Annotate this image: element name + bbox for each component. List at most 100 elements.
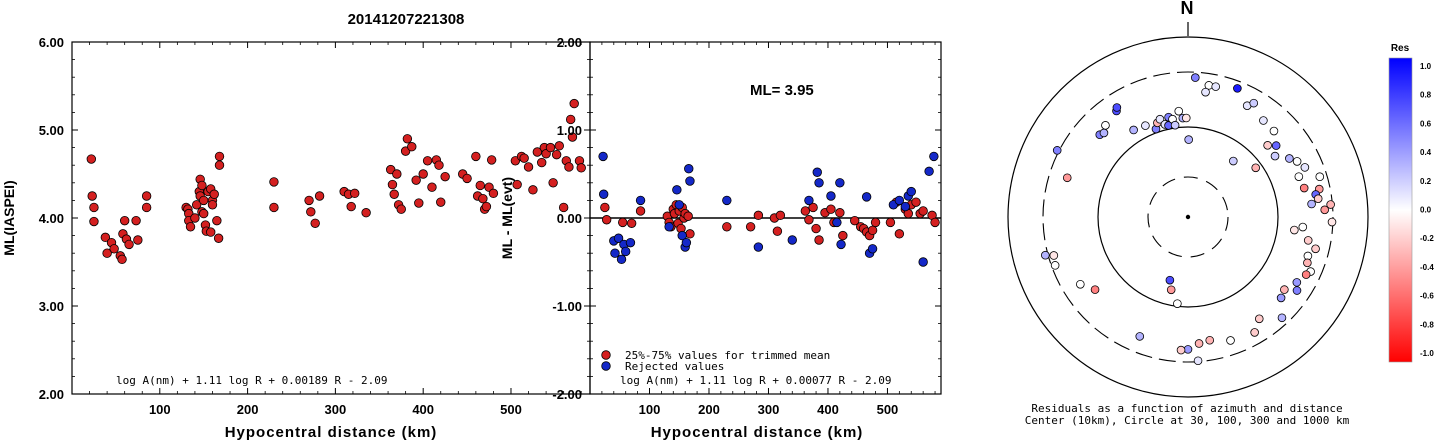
residual-point	[1141, 121, 1150, 130]
panel-ml-residual: -2.00 -1.00 0.00 1.00 2.00 100 200 300 400 500 M…	[499, 35, 942, 441]
residual-point	[1254, 314, 1264, 324]
formula-1: log A(nm) + 1.11 log R + 0.00189 R - 2.0…	[116, 374, 388, 387]
residual-point	[1303, 236, 1313, 245]
data-point-1	[212, 215, 222, 226]
data-point-1	[488, 188, 499, 199]
data-point-1	[213, 233, 224, 243]
residual-point	[1320, 205, 1329, 215]
residual-point	[1181, 113, 1191, 123]
x-axis-label-2: Hypocentral distance (km)	[651, 424, 864, 441]
data-point-2	[598, 151, 608, 162]
residual-point	[1251, 163, 1261, 173]
data-point-2	[911, 197, 921, 207]
y-tick-label: 2.00	[557, 35, 582, 50]
data-point-1	[427, 182, 437, 192]
epicenter-dot	[1185, 214, 1191, 220]
x-tick-label: 300	[325, 402, 347, 417]
data-point-1	[440, 171, 450, 182]
data-point-2	[722, 195, 732, 206]
panel-ml-iaspei: 2.00 3.00 4.00 5.00 6.00 100 200 300 400 500 ML(…	[1, 35, 591, 441]
data-point-2	[804, 215, 814, 225]
data-point-2	[900, 201, 911, 212]
data-point-1	[350, 188, 360, 199]
residual-point	[1173, 299, 1182, 308]
residual-point	[1041, 250, 1050, 260]
x-tick-label: 300	[758, 402, 780, 417]
data-point-1	[119, 215, 130, 226]
x-ticks-1: 100 200 300 400 500	[71, 42, 582, 417]
data-point-1	[306, 207, 316, 217]
residual-point	[1201, 87, 1210, 97]
data-point-2	[918, 206, 928, 216]
residual-point	[1250, 328, 1259, 337]
data-point-2	[664, 222, 674, 232]
residual-point	[1311, 244, 1320, 254]
data-point-2	[684, 164, 694, 174]
x-tick-label: 500	[500, 402, 522, 417]
data-point-1	[190, 213, 200, 223]
data-point-2	[610, 248, 620, 258]
residual-point	[1194, 339, 1204, 348]
y-ticks-1: 2.00 3.00 4.00 5.00 6.00	[39, 35, 590, 402]
legend: 25%-75% values for trimmed mean Rejected…	[601, 349, 830, 373]
x-axis-label-1: Hypocentral distance (km)	[225, 424, 438, 441]
data-point-2	[850, 215, 860, 226]
data-point-2	[832, 217, 842, 228]
data-point-2	[930, 217, 940, 228]
legend-label-trimmed: 25%-75% values for trimmed mean	[625, 349, 830, 362]
data-point-2	[681, 237, 692, 248]
data-point-2	[835, 178, 845, 188]
data-point-1	[475, 180, 485, 191]
y-tick-label: 2.00	[39, 387, 64, 402]
data-point-2	[804, 195, 814, 206]
colorbar-tick-label: 0.0	[1420, 206, 1432, 215]
data-point-1	[576, 163, 586, 173]
data-point-1	[269, 177, 279, 187]
data-point-2	[625, 237, 636, 248]
residual-point	[1193, 356, 1203, 366]
residual-point	[1090, 285, 1100, 294]
data-point-1	[462, 173, 472, 184]
data-point-1	[411, 175, 421, 185]
y-tick-label: 3.00	[39, 299, 64, 314]
data-point-2	[826, 204, 836, 214]
colorbar-gradient	[1388, 57, 1413, 363]
data-point-2	[677, 230, 687, 241]
data-point-1	[422, 156, 433, 166]
residual-point	[1112, 103, 1122, 112]
ring-300km	[1042, 71, 1334, 363]
data-point-1	[198, 208, 209, 219]
data-point-1	[207, 200, 218, 210]
colorbar-title: Res	[1391, 43, 1410, 54]
colorbar-tick-label: 0.4	[1420, 148, 1432, 157]
residual-point	[1170, 120, 1180, 130]
residual-point	[1101, 121, 1110, 130]
data-point-2	[601, 215, 612, 225]
residual-point	[1184, 135, 1193, 144]
data-point-2	[814, 178, 824, 188]
data-point-1	[407, 142, 417, 152]
x-ticks-2: 100 200 300 400 500	[589, 42, 936, 417]
data-point-2	[826, 191, 836, 201]
residual-point	[1299, 183, 1309, 193]
data-point-1	[314, 191, 325, 201]
data-point-1	[528, 185, 538, 195]
data-point-2	[861, 192, 872, 202]
residual-point	[1271, 141, 1281, 150]
residual-point	[1313, 194, 1323, 204]
y-axis-label-1: ML(IASPEI)	[1, 180, 17, 255]
data-point-1	[396, 204, 406, 214]
data-point-2	[867, 225, 878, 236]
x-tick-label: 400	[817, 402, 839, 417]
data-point-1	[102, 248, 112, 258]
data-point-2	[800, 206, 811, 216]
data-point-1	[532, 147, 543, 157]
data-point-2	[618, 217, 628, 228]
y-tick-label: -1.00	[552, 299, 582, 314]
data-point-1	[87, 191, 97, 201]
colorbar-tick-label: -0.6	[1420, 292, 1434, 301]
residual-point	[1292, 286, 1302, 295]
ring-30km	[1147, 176, 1229, 258]
data-point-1	[387, 179, 398, 190]
data-point-1	[389, 189, 399, 199]
